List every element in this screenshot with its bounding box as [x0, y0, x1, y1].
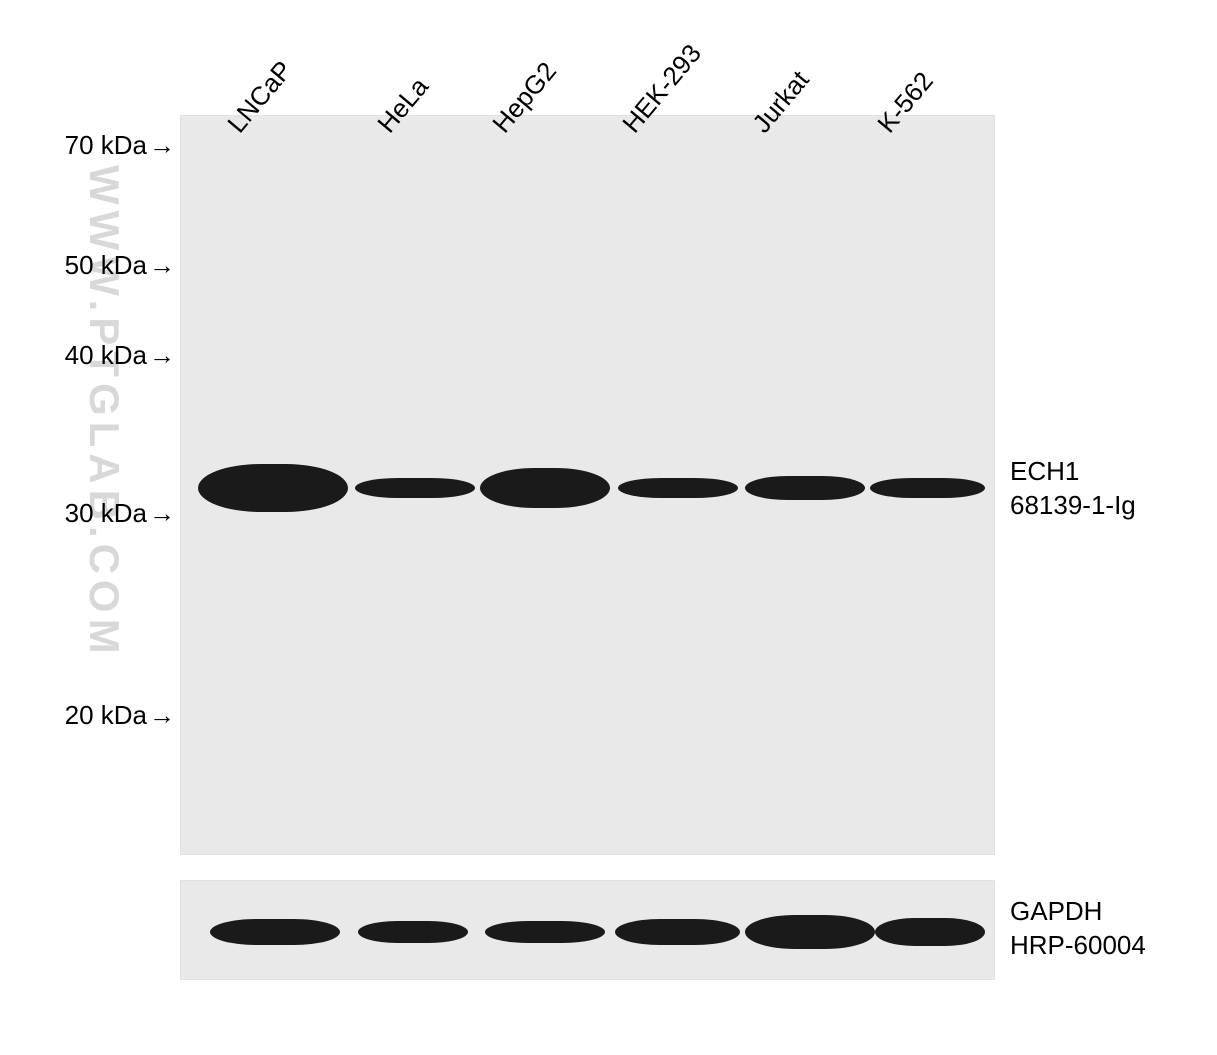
mw-marker-label: 70 kDa	[65, 130, 147, 160]
band-gapdh	[875, 918, 985, 946]
antibody-name: ECH1	[1010, 455, 1136, 489]
arrow-right-icon: →	[149, 130, 175, 161]
mw-marker-label: 50 kDa	[65, 250, 147, 280]
band-ech1	[355, 478, 475, 498]
arrow-right-icon: →	[149, 250, 175, 281]
antibody-catalog: HRP-60004	[1010, 929, 1146, 963]
band-gapdh	[210, 919, 340, 945]
mw-marker: 70 kDa→	[35, 130, 175, 161]
blot-figure: WWW.PTGLAB.COM LNCaPHeLaHepG2HEK-293Jurk…	[0, 0, 1217, 1055]
mw-marker: 40 kDa→	[35, 340, 175, 371]
band-ech1	[480, 468, 610, 508]
antibody-label: ECH168139-1-Ig	[1010, 455, 1136, 523]
mw-marker: 30 kDa→	[35, 498, 175, 529]
mw-marker-label: 20 kDa	[65, 700, 147, 730]
band-gapdh	[745, 915, 875, 949]
band-gapdh	[358, 921, 468, 943]
band-gapdh	[615, 919, 740, 945]
band-ech1	[745, 476, 865, 500]
mw-marker: 50 kDa→	[35, 250, 175, 281]
band-gapdh	[485, 921, 605, 943]
mw-marker-label: 30 kDa	[65, 498, 147, 528]
band-ech1	[198, 464, 348, 512]
band-ech1	[870, 478, 985, 498]
arrow-right-icon: →	[149, 340, 175, 371]
antibody-name: GAPDH	[1010, 895, 1146, 929]
mw-marker-label: 40 kDa	[65, 340, 147, 370]
band-ech1	[618, 478, 738, 498]
arrow-right-icon: →	[149, 700, 175, 731]
antibody-label: GAPDHHRP-60004	[1010, 895, 1146, 963]
watermark-text: WWW.PTGLAB.COM	[80, 165, 128, 660]
mw-marker: 20 kDa→	[35, 700, 175, 731]
arrow-right-icon: →	[149, 498, 175, 529]
antibody-catalog: 68139-1-Ig	[1010, 489, 1136, 523]
